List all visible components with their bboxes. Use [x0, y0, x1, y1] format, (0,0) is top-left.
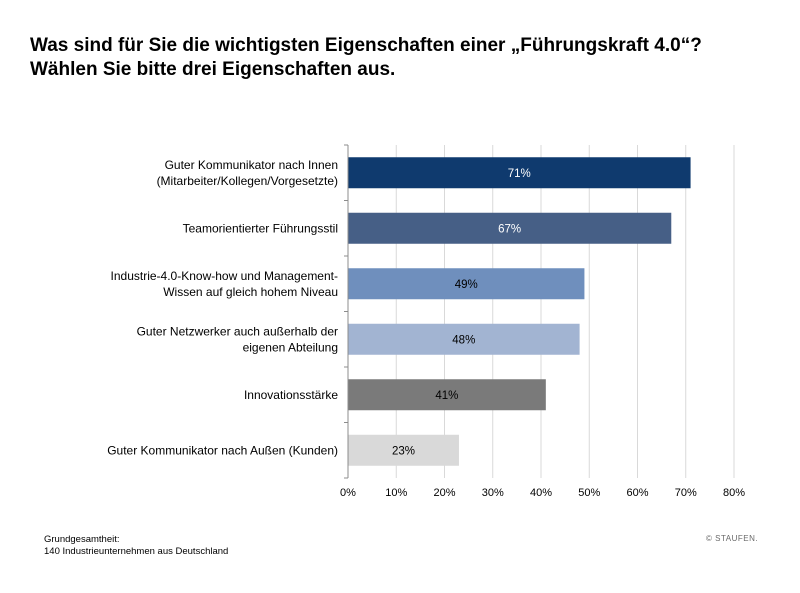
data-label: 41% [435, 390, 458, 402]
category-label: Innovationsstärke [244, 388, 338, 402]
x-tick-label: 40% [530, 487, 552, 499]
bar [348, 212, 672, 244]
category-label: Guter Kommunikator nach Innen [165, 158, 338, 172]
category-label: (Mitarbeiter/Kollegen/Vorgesetzte) [157, 174, 338, 188]
category-label: Wissen auf gleich hohem Niveau [163, 285, 338, 299]
x-tick-label: 0% [340, 487, 356, 499]
x-tick-label: 30% [482, 487, 504, 499]
data-label: 48% [452, 334, 475, 346]
data-label: 49% [455, 279, 478, 291]
data-label: 67% [498, 223, 521, 235]
bar [348, 268, 585, 300]
category-label: Guter Kommunikator nach Außen (Kunden) [107, 443, 338, 457]
footnote-line-1: Grundgesamtheit: [44, 534, 120, 545]
bar [348, 323, 580, 355]
footnote: Grundgesamtheit: 140 Industrieunternehme… [44, 534, 228, 558]
x-tick-label: 10% [385, 487, 407, 499]
data-label: 23% [392, 445, 415, 457]
category-label: Teamorientierter Führungsstil [183, 221, 338, 235]
category-label: eigenen Abteilung [243, 340, 338, 354]
bar [348, 157, 691, 189]
category-label: Industrie-4.0-Know-how und Management- [111, 269, 338, 283]
x-tick-label: 20% [433, 487, 455, 499]
bar [348, 379, 546, 411]
bar [348, 434, 459, 466]
x-tick-label: 60% [626, 487, 648, 499]
category-label: Guter Netzwerker auch außerhalb der [137, 324, 338, 338]
x-tick-label: 50% [578, 487, 600, 499]
x-tick-label: 70% [675, 487, 697, 499]
chart-title: Was sind für Sie die wichtigsten Eigensc… [30, 35, 702, 80]
x-tick-label: 80% [723, 487, 745, 499]
footnote-line-2: 140 Industrieunternehmen aus Deutschland [44, 546, 229, 557]
brand-copyright: © STAUFEN. [706, 534, 759, 543]
data-label: 71% [508, 168, 531, 180]
